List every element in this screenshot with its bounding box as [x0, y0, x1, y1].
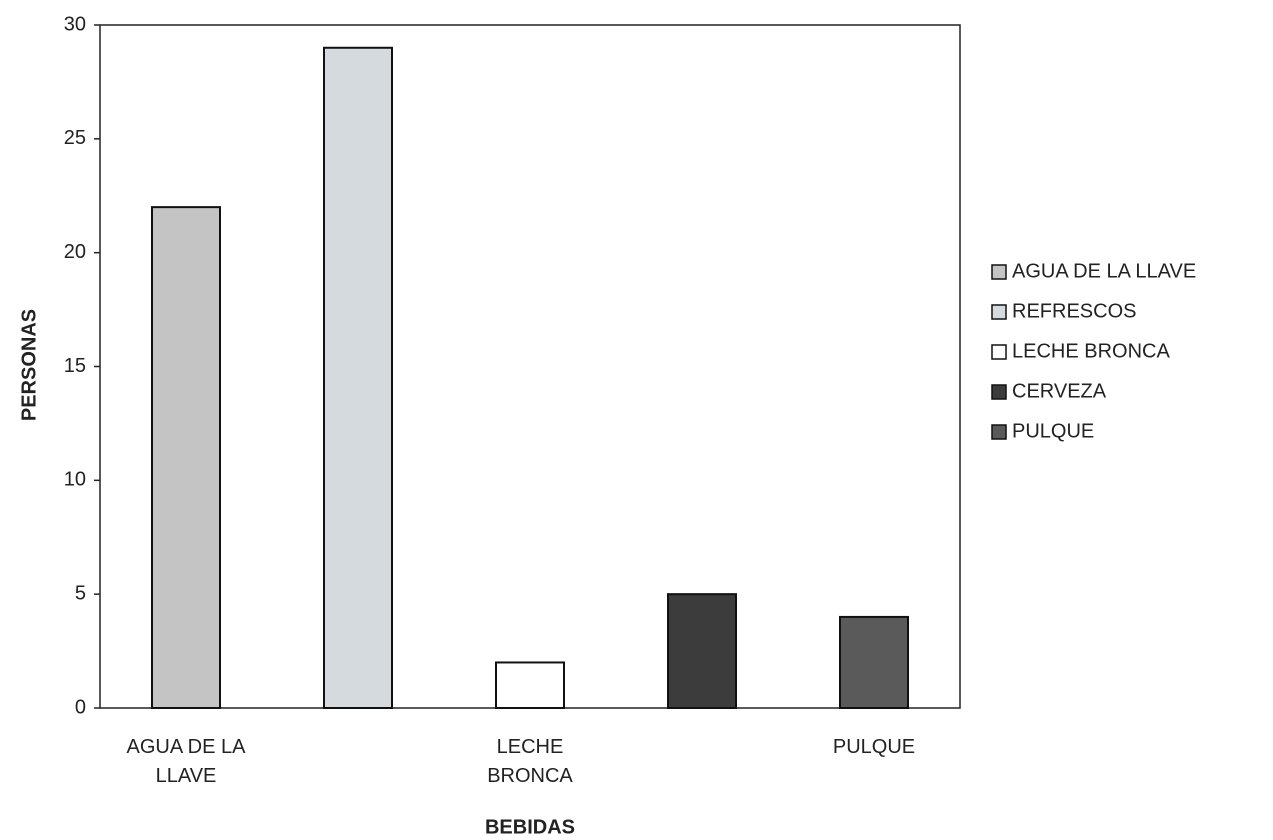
y-tick-label: 30 — [64, 13, 86, 35]
bar — [495, 661, 565, 710]
bar — [151, 206, 221, 709]
y-tick-label: 5 — [75, 582, 86, 604]
y-tick-label: 15 — [64, 355, 86, 377]
legend-swatch — [991, 344, 1007, 360]
x-tick-label: PULQUE — [832, 736, 916, 758]
x-tick-label: LECHE BRONCA — [487, 736, 573, 787]
legend-label: AGUA DE LA LLAVE — [1012, 260, 1196, 282]
bar — [323, 46, 393, 710]
legend-label: REFRESCOS — [1012, 300, 1136, 322]
plot-area — [99, 24, 961, 709]
legend-swatch — [991, 264, 1007, 280]
y-tick-label: 20 — [64, 241, 86, 263]
y-axis-title: PERSONAS — [18, 309, 40, 421]
x-tick-label: AGUA DE LA LLAVE — [126, 736, 246, 787]
y-tick-label: 25 — [64, 127, 86, 149]
legend-label: LECHE BRONCA — [1012, 340, 1170, 362]
bar — [667, 593, 737, 710]
x-axis-title: BEBIDAS — [485, 816, 575, 838]
legend-swatch — [991, 424, 1007, 440]
legend-label: PULQUE — [1012, 420, 1094, 442]
bar — [839, 615, 909, 710]
legend-label: CERVEZA — [1012, 380, 1107, 402]
y-tick-label: 10 — [64, 469, 86, 491]
legend-swatch — [991, 304, 1007, 320]
legend-swatch — [991, 384, 1007, 400]
y-tick-label: 0 — [75, 696, 86, 718]
